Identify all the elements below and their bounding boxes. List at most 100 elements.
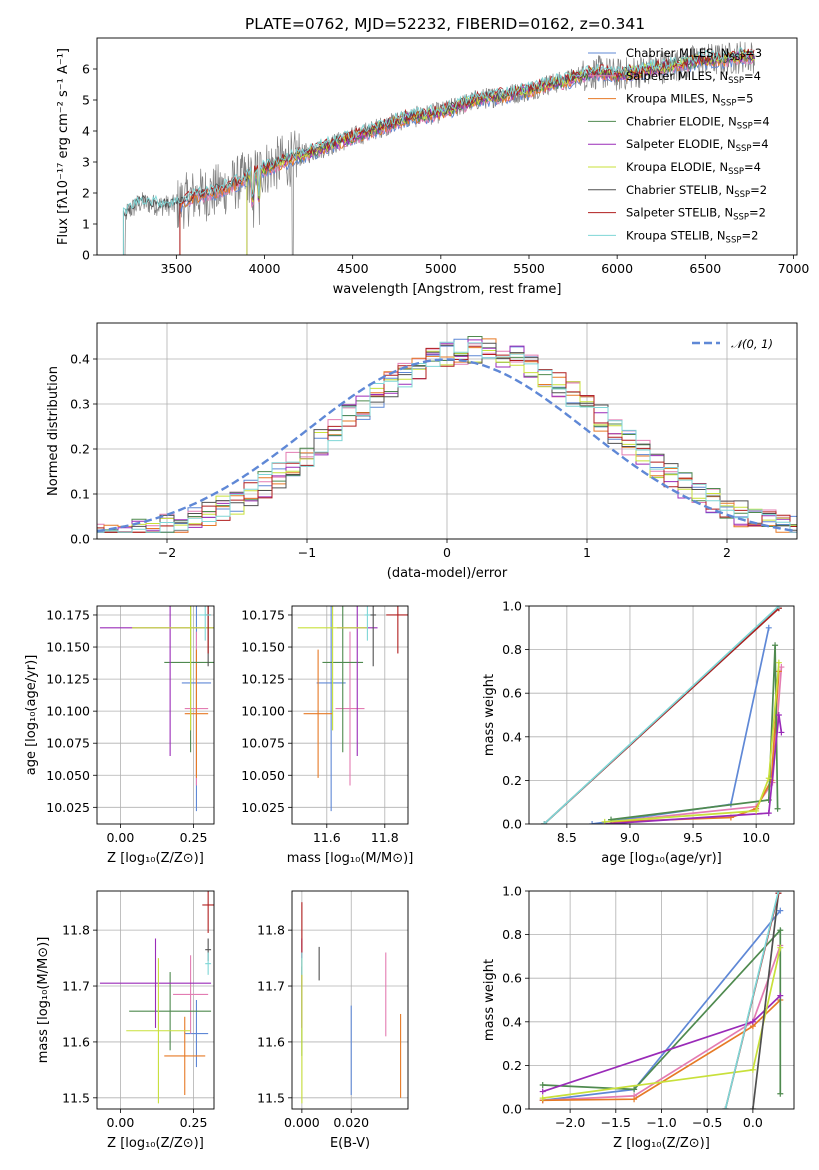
residuals-ytick-label: 0.2 — [70, 442, 90, 457]
spectrum-xtick-label: 3500 — [160, 261, 192, 276]
spectrum-model-kroupa_stelib — [122, 47, 755, 255]
legend-entry-kroupa_elodie: Kroupa ELODIE, NSSP=4 — [626, 160, 761, 177]
age-vs-Z-points — [99, 606, 214, 812]
weight-vs-Z-ytick-label: 0.2 — [502, 1058, 522, 1073]
spectrum-xtick-label: 4500 — [337, 261, 369, 276]
mass-vs-Z-ytick-label: 11.5 — [62, 1090, 90, 1105]
residuals-ytick-label: 0.4 — [70, 352, 90, 367]
weight-vs-age-xtick-label: 9.5 — [683, 830, 703, 845]
legend-entry-chabrier_elodie: Chabrier ELODIE, NSSP=4 — [626, 114, 770, 131]
mass-vs-EBV-axes: 0.000 0.020 11.5 11.6 11.7 11.8 E(B-V) — [257, 891, 408, 1151]
weight-vs-age-xtick-label: 9.0 — [620, 830, 640, 845]
weight-vs-Z-series-chabrier_stelib — [752, 893, 780, 1109]
weight-vs-age-xlabel: age [log₁₀(age/yr)] — [601, 851, 722, 866]
mass-vs-EBV-ytick-label: 11.5 — [257, 1090, 285, 1105]
weight-vs-Z-marker-salpeter_elodie — [749, 1018, 756, 1025]
legend-entry-salpeter_stelib: Salpeter STELIB, NSSP=2 — [626, 206, 766, 223]
age-vs-mass-ytick-label: 10.100 — [241, 704, 285, 719]
weight-vs-age-ylabel: mass weight — [482, 674, 497, 756]
weight-vs-age-ytick-label: 1.0 — [502, 599, 522, 614]
weight-vs-Z-series-salpeter_miles — [542, 945, 782, 1102]
residuals-ytick-label: 0.1 — [70, 487, 90, 502]
age-vs-Z-ytick-label: 10.125 — [46, 672, 90, 687]
residual-histogram-kroupa_stelib — [97, 341, 797, 533]
spectrum-ytick-label: 2 — [82, 186, 90, 201]
age-vs-Z-axes: 0.00 0.25 10.025 10.050 10.075 10.100 10.125 10… — [24, 606, 214, 866]
spectrum-xtick-label: 5000 — [425, 261, 457, 276]
mass-vs-EBV-xtick-label: 0.020 — [333, 1115, 369, 1130]
mass-vs-Z-axes: 0.00 0.25 11.5 11.6 11.7 11.8 Z [log₁₀(Z/Z⊙)] m… — [36, 891, 214, 1151]
weight-vs-age-series-kroupa_elodie — [604, 662, 780, 823]
weight-vs-Z-xtick-label: −1.5 — [601, 1115, 631, 1130]
age-vs-mass-ytick-label: 10.075 — [241, 736, 285, 751]
weight-vs-age-marker-kroupa_elodie — [775, 659, 782, 666]
weight-vs-Z-marker-kroupa_elodie — [749, 1066, 756, 1073]
mass-vs-Z-ytick-label: 11.8 — [62, 923, 90, 938]
age-vs-Z-ytick-label: 10.025 — [46, 800, 90, 815]
residual-histograms — [97, 336, 797, 533]
weight-vs-Z-marker-chabrier_elodie — [777, 1090, 784, 1097]
weight-vs-Z-series-kroupa_stelib — [724, 891, 780, 1109]
age-vs-mass-ytick-label: 10.125 — [241, 672, 285, 687]
age-vs-Z-ytick-label: 10.175 — [46, 607, 90, 622]
weight-vs-Z-ylabel: mass weight — [482, 959, 497, 1041]
weight-vs-age-series-kroupa_stelib — [543, 606, 780, 824]
mass-vs-EBV-ytick-label: 11.6 — [257, 1034, 285, 1049]
weight-vs-Z-marker-kroupa_elodie — [777, 944, 784, 951]
age-vs-mass-xlabel: mass [log₁₀(M/M⊙)] — [287, 851, 414, 866]
weight-vs-age-xtick-label: 8.5 — [557, 830, 577, 845]
weight-vs-age-ytick-label: 0.2 — [502, 773, 522, 788]
residuals-xtick-label: −2 — [158, 545, 176, 560]
weight-vs-age-series-chabrier_elodie — [610, 645, 779, 821]
age-vs-Z-frame — [96, 605, 215, 825]
mass-vs-EBV-xtick-label: 0.000 — [284, 1115, 320, 1130]
age-vs-Z-xtick-label: 0.00 — [106, 830, 134, 845]
weight-vs-Z-ytick-label: 1.0 — [502, 884, 522, 899]
age-vs-Z-xtick-label: 0.25 — [180, 830, 208, 845]
residuals-xtick-label: −1 — [298, 545, 316, 560]
residuals-ylabel: Normed distribution — [46, 366, 61, 496]
mass-vs-Z-xlabel: Z [log₁₀(Z/Z⊙)] — [107, 1136, 204, 1151]
age-vs-mass-xtick-label: 11.6 — [313, 830, 341, 845]
weight-vs-Z-xtick-label: −0.5 — [692, 1115, 722, 1130]
weight-vs-Z-ytick-label: 0.0 — [502, 1102, 522, 1117]
legend-entry-normal: 𝒩(0, 1) — [731, 337, 773, 351]
spectrum-ytick-label: 3 — [82, 155, 90, 170]
weight-vs-Z-frame — [528, 890, 795, 1110]
weight-vs-Z-xlabel: Z [log₁₀(Z/Z⊙)] — [613, 1136, 710, 1151]
weight-vs-Z-marker-kroupa_stelib — [775, 891, 782, 894]
weight-vs-age-marker-chabrier_miles — [589, 821, 596, 824]
weight-vs-age-series-salpeter_elodie — [604, 714, 783, 824]
weight-vs-Z-marker-chabrier_elodie — [631, 1086, 638, 1093]
mass-vs-Z-ylabel: mass [log₁₀(M/M⊙)] — [36, 937, 51, 1064]
spectrum-xtick-label: 7000 — [778, 261, 810, 276]
mass-vs-Z-ytick-label: 11.7 — [62, 979, 90, 994]
weight-vs-Z-xtick-label: −2.0 — [555, 1115, 585, 1130]
weight-vs-age-ytick-label: 0.6 — [502, 686, 522, 701]
weight-vs-age-frame — [528, 605, 795, 825]
age-vs-mass-ytick-label: 10.025 — [241, 800, 285, 815]
weight-vs-age-marker-chabrier_miles — [765, 624, 772, 631]
residuals-xtick-label: 1 — [583, 545, 591, 560]
spectrum-ytick-label: 0 — [82, 248, 90, 263]
mass-vs-Z-points — [99, 891, 214, 1104]
legend-entry-salpeter_miles: Salpeter MILES, NSSP=4 — [626, 69, 761, 86]
weight-vs-age-marker-chabrier_elodie — [774, 805, 781, 812]
weight-vs-Z-series-chabrier_elodie — [542, 928, 782, 1094]
spectrum-ylabel: Flux [fλ10⁻¹⁷ erg cm⁻² s⁻¹ A⁻¹] — [56, 48, 71, 245]
spectrum-model-salpeter_stelib — [179, 48, 755, 255]
weight-vs-age-marker-kroupa_stelib — [775, 606, 782, 609]
weight-vs-age-ytick-label: 0.8 — [502, 642, 522, 657]
spectrum-ytick-label: 5 — [82, 93, 90, 108]
weight-vs-age-marker-salpeter_elodie — [778, 729, 785, 736]
mass-vs-Z-frame — [96, 890, 215, 1110]
weight-vs-Z-marker-chabrier_elodie — [777, 927, 784, 934]
legend-entry-kroupa_stelib: Kroupa STELIB, NSSP=2 — [626, 228, 758, 245]
mass-vs-Z-ytick-label: 11.6 — [62, 1034, 90, 1049]
weight-vs-Z-marker-kroupa_elodie — [539, 1095, 546, 1102]
spectrum-lines — [122, 41, 756, 255]
mass-vs-EBV-ytick-label: 11.8 — [257, 923, 285, 938]
weight-vs-Z-marker-salpeter_elodie — [539, 1088, 546, 1095]
weight-vs-Z-axes: −2.0 −1.5 −1.0 −0.5 0.0 0.0 0.2 0.4 0.6 0.8 1.0 Z [… — [482, 884, 794, 1151]
age-vs-mass-ytick-label: 10.150 — [241, 640, 285, 655]
